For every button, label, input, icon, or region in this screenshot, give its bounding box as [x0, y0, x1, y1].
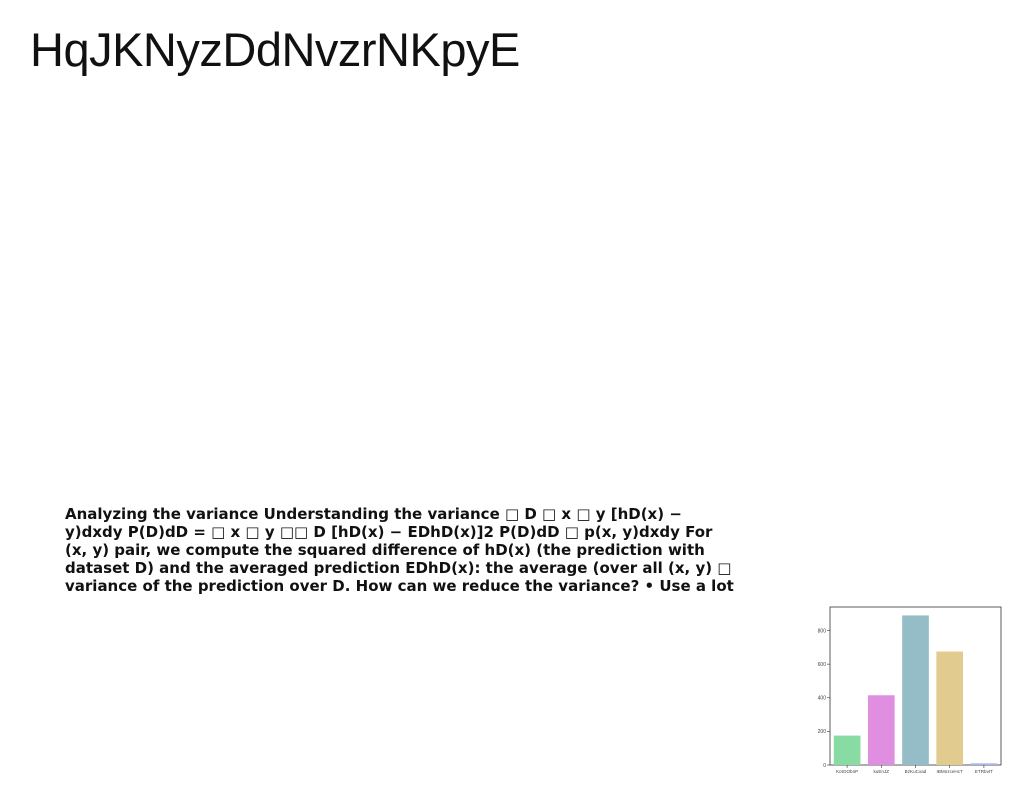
- bar: [936, 651, 964, 765]
- x-tick-label: ETRbvtT: [975, 769, 993, 774]
- body-line: variance of the prediction over D. How c…: [65, 577, 734, 595]
- body-line: dataset D) and the averaged prediction E…: [65, 559, 732, 577]
- y-tick-label: 800: [818, 628, 827, 634]
- bar-chart-figure: 0 200 400 600 800 KotOObnP kuEnJZ BzKuCxad IBMnz…: [810, 600, 1010, 780]
- body-line: Analyzing the variance Understanding the…: [65, 505, 682, 523]
- bar: [833, 735, 861, 765]
- y-tick-label: 0: [823, 763, 826, 769]
- bar-chart: 0 200 400 600 800 KotOObnP kuEnJZ BzKuCxad IBMnz…: [818, 606, 1002, 774]
- y-tick-label: 200: [818, 729, 827, 735]
- x-tick-label: kuEnJZ: [874, 769, 890, 774]
- y-tick-label: 600: [818, 662, 827, 668]
- page-title: HqJKNyzDdNvzrNKpyE: [30, 23, 520, 76]
- bar: [970, 763, 998, 765]
- x-tick-label: BzKuCxad: [905, 769, 927, 774]
- x-tick-label: IBMnzceHcT: [937, 769, 963, 774]
- body-line: y)dxdy P(D)dD = □ x □ y □□ D [hD(x) − ED…: [65, 523, 713, 541]
- body-paragraph: Analyzing the variance Understanding the…: [65, 505, 777, 595]
- x-tick-label: KotOObnP: [836, 769, 858, 774]
- bar: [867, 695, 895, 765]
- y-tick-label: 400: [818, 696, 827, 702]
- bar: [902, 615, 929, 765]
- body-line: (x, y) pair, we compute the squared diff…: [65, 541, 705, 559]
